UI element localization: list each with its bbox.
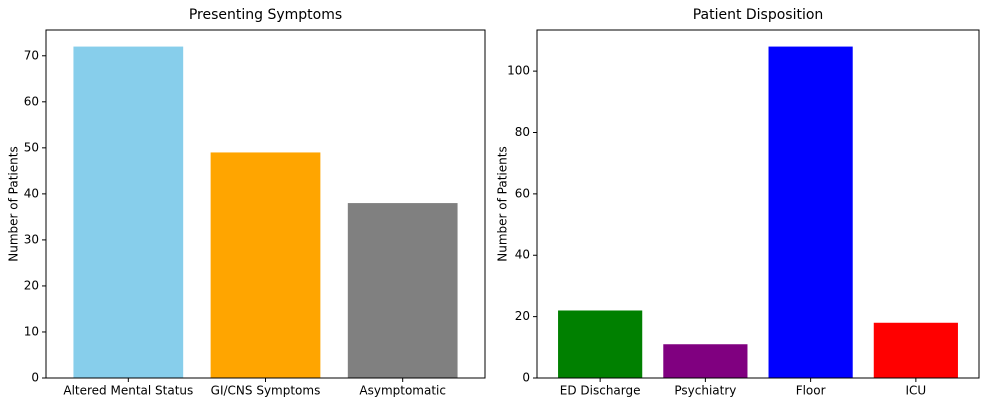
y-tick-label: 80 [515, 125, 530, 139]
bar [73, 46, 184, 378]
y-tick-label: 20 [24, 278, 39, 292]
chart-title: Presenting Symptoms [189, 7, 342, 23]
y-tick-label: 40 [515, 248, 530, 262]
x-tick-label: Psychiatry [674, 384, 736, 398]
y-tick-label: 30 [24, 232, 39, 246]
bar [347, 203, 458, 378]
bar [768, 46, 853, 378]
y-tick-label: 0 [522, 371, 530, 385]
x-tick-label: ICU [906, 384, 927, 398]
chart-title: Patient Disposition [693, 7, 824, 23]
y-tick-label: 0 [31, 371, 39, 385]
bar [558, 310, 643, 378]
y-tick-label: 40 [24, 186, 39, 200]
y-tick-label: 60 [515, 186, 530, 200]
axes-frame [536, 29, 980, 379]
y-tick-label: 50 [24, 140, 39, 154]
y-tick-label: 20 [515, 309, 530, 323]
axes-frame [45, 29, 486, 379]
bar [663, 344, 748, 378]
y-axis-label: Number of Patients [7, 146, 21, 261]
bar [873, 322, 958, 378]
y-tick-label: 10 [24, 324, 39, 338]
y-axis-label: Number of Patients [496, 146, 510, 261]
x-tick-label: ED Discharge [560, 384, 641, 398]
x-tick-label: GI/CNS Symptoms [211, 384, 321, 398]
x-tick-label: Altered Mental Status [63, 384, 193, 398]
y-tick-label: 70 [24, 48, 39, 62]
bar [210, 152, 321, 378]
x-tick-label: Floor [796, 384, 826, 398]
y-tick-label: 60 [24, 94, 39, 108]
y-tick-label: 100 [507, 64, 530, 78]
x-tick-label: Asymptomatic [359, 384, 446, 398]
